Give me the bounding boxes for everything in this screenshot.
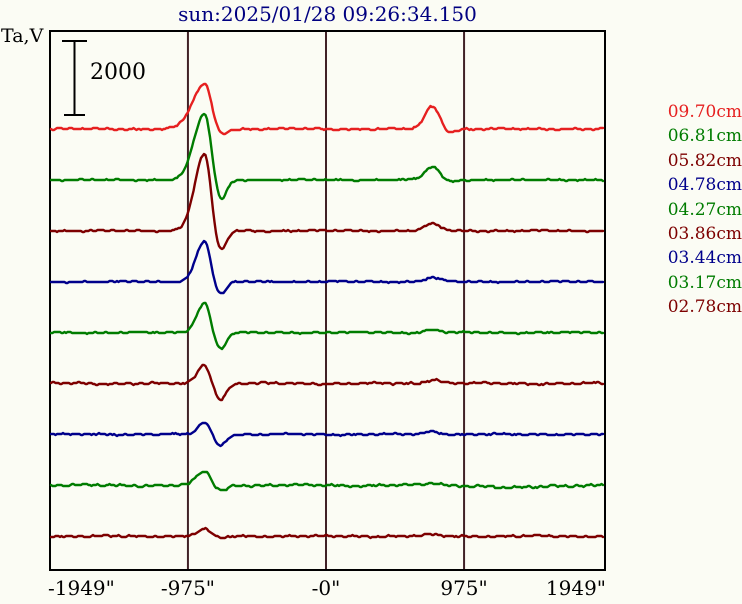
wavelength-label-05.82cm: 05.82cm: [667, 150, 742, 171]
scale-bar: [62, 40, 87, 116]
wavelength-label-03.44cm: 03.44cm: [667, 248, 742, 269]
trace-09.70cm: [49, 82, 605, 136]
trace-03.17cm: [49, 470, 605, 492]
trace-03.44cm: [49, 421, 605, 448]
scale-bar-value: 2000: [90, 60, 146, 85]
trace-03.86cm: [49, 363, 605, 402]
x-tick-label--1949: -1949": [48, 576, 115, 600]
wavelength-label-04.27cm: 04.27cm: [667, 199, 742, 220]
wavelength-label-03.86cm: 03.86cm: [667, 223, 742, 244]
trace-04.78cm: [49, 239, 605, 295]
trace-04.27cm: [49, 301, 605, 351]
trace-02.78cm: [49, 526, 605, 540]
wavelength-labels: 09.70cm 06.81cm 05.82cm 04.78cm 04.27cm 03.86…: [660, 100, 742, 320]
y-axis-label: Ta,V: [1, 25, 44, 47]
plot-frame: [49, 30, 606, 571]
x-tick-label-0: -0": [311, 576, 341, 600]
wavelength-label-02.78cm: 02.78cm: [667, 297, 742, 318]
chart-title: sun:2025/01/28 09:26:34.150: [178, 2, 477, 26]
trace-06.81cm: [49, 112, 605, 201]
x-tick-label-1949: 1949": [545, 576, 606, 600]
trace-group: [49, 82, 605, 540]
x-tick-label--975: -975": [160, 576, 216, 600]
wavelength-label-04.78cm: 04.78cm: [667, 175, 742, 196]
trace-05.82cm: [49, 152, 605, 251]
wavelength-label-03.17cm: 03.17cm: [667, 272, 742, 293]
x-tick-label-975: 975": [440, 576, 488, 600]
gridlines: [186, 32, 466, 569]
wavelength-label-06.81cm: 06.81cm: [667, 126, 742, 147]
wavelength-label-09.70cm: 09.70cm: [667, 102, 742, 122]
